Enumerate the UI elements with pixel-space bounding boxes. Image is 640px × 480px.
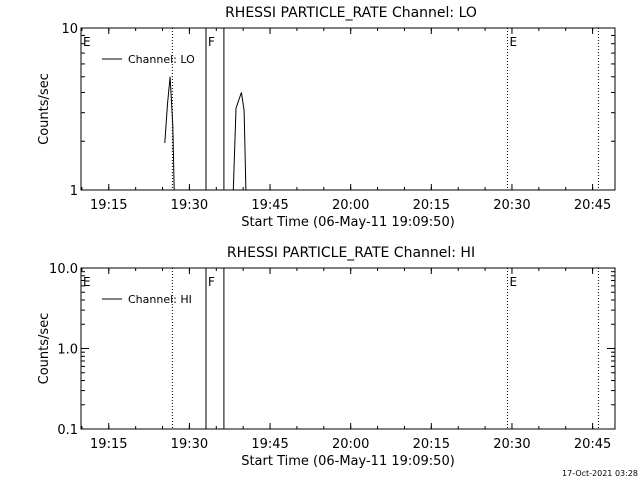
x-axis-label: Start Time (06-May-11 19:09:50) bbox=[241, 215, 455, 230]
x-tick-label: 20:30 bbox=[493, 437, 530, 452]
series-line bbox=[164, 76, 175, 191]
x-tick-label: 20:15 bbox=[413, 198, 450, 213]
chart-2: RHESSI PARTICLE_RATE Channel: HI 19:15 19:… bbox=[37, 245, 616, 469]
footer-timestamp: 17-Oct-2021 03:28 bbox=[562, 469, 638, 478]
chart-title: RHESSI PARTICLE_RATE Channel: LO bbox=[225, 5, 477, 21]
event-marker-label: E bbox=[509, 275, 517, 289]
event-marker-label: F bbox=[208, 275, 215, 289]
x-tick-label: 20:45 bbox=[574, 198, 611, 213]
event-marker-label: E bbox=[83, 275, 91, 289]
x-tick-label: 19:15 bbox=[90, 198, 127, 213]
event-marker-label: F bbox=[208, 35, 215, 49]
y-tick-label: 1.0 bbox=[57, 343, 78, 358]
x-tick-label: 20:15 bbox=[413, 437, 450, 452]
x-tick-label: 20:45 bbox=[574, 437, 611, 452]
x-tick-label: 19:30 bbox=[171, 198, 208, 213]
x-tick-label: 19:15 bbox=[90, 437, 127, 452]
y-axis-label: Counts/sec bbox=[37, 73, 52, 145]
legend-label: Channel: LO bbox=[128, 53, 195, 66]
x-tick-label: 20:00 bbox=[332, 198, 369, 213]
x-tick-label: 20:30 bbox=[493, 198, 530, 213]
x-tick-label: 20:00 bbox=[332, 437, 369, 452]
x-axis-label: Start Time (06-May-11 19:09:50) bbox=[241, 454, 455, 469]
y-tick-label: 1 bbox=[70, 184, 78, 199]
x-tick-label: 19:30 bbox=[171, 437, 208, 452]
series-line bbox=[232, 92, 247, 191]
chart-1: RHESSI PARTICLE_RATE Channel: LO 19:15 19:… bbox=[37, 5, 616, 230]
y-axis-label: Counts/sec bbox=[37, 313, 52, 385]
chart-title: RHESSI PARTICLE_RATE Channel: HI bbox=[227, 245, 475, 261]
y-tick-label: 10.0 bbox=[49, 262, 78, 277]
event-marker-label: E bbox=[83, 35, 91, 49]
y-tick-label: 10 bbox=[61, 22, 78, 37]
x-tick-label: 19:45 bbox=[251, 437, 288, 452]
event-marker-label: E bbox=[509, 35, 517, 49]
y-tick-label: 0.1 bbox=[57, 423, 78, 438]
x-tick-label: 19:45 bbox=[251, 198, 288, 213]
legend-label: Channel: HI bbox=[128, 293, 192, 306]
